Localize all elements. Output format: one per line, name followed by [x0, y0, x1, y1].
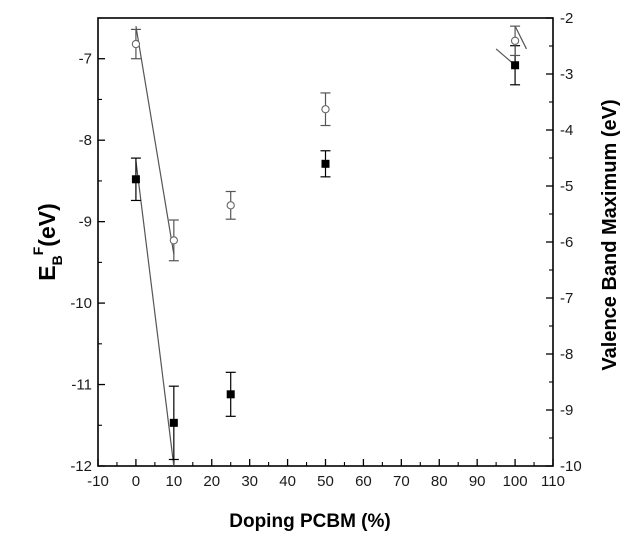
- x-tick-label: 30: [241, 473, 258, 490]
- y-left-tick-label: -12: [70, 458, 92, 475]
- trend-line: [514, 25, 527, 50]
- y-right-tick-label: -7: [560, 290, 573, 307]
- y-right-tick-label: -6: [560, 234, 573, 251]
- data-marks: [130, 25, 521, 461]
- x-tick-label: 80: [431, 473, 448, 490]
- data-point-square: [131, 175, 140, 184]
- data-point-circle: [321, 105, 330, 114]
- x-axis-ticks: -10 0 10 20 30 40 50 60 70 80 90 100 110: [87, 459, 565, 490]
- data-point-square: [226, 390, 235, 399]
- y-right-axis-ticks: -10 -9 -8 -7 -6 -5 -4 -3 -2: [546, 10, 582, 475]
- y-right-tick-label: -8: [560, 346, 573, 363]
- x-tick-label: 60: [355, 473, 372, 490]
- y-right-tick-label: -10: [560, 458, 582, 475]
- data-point-circle: [169, 236, 178, 245]
- x-tick-label: 110: [541, 473, 565, 490]
- plot-border: [97, 17, 554, 467]
- x-tick-label: 40: [279, 473, 296, 490]
- y-left-axis-ticks: -12 -11 -10 -9 -8 -7: [70, 17, 105, 475]
- y-right-tick-label: -2: [560, 10, 573, 27]
- trend-line: [135, 26, 175, 255]
- y-left-title-main: E: [34, 265, 60, 280]
- x-tick-label: 10: [165, 473, 182, 490]
- x-tick-label: 50: [317, 473, 334, 490]
- x-tick-label: 0: [132, 473, 140, 490]
- y-left-title-sub: B: [49, 255, 65, 265]
- y-right-tick-label: -3: [560, 66, 573, 83]
- x-tick-label: 90: [469, 473, 486, 490]
- data-point-square: [511, 61, 520, 70]
- y-left-tick-label: -8: [79, 132, 92, 149]
- data-point-circle: [131, 39, 141, 49]
- y-left-tick-label: -9: [79, 214, 92, 231]
- x-tick-label: 20: [203, 473, 220, 490]
- y-right-tick-label: -4: [560, 122, 573, 139]
- y-left-tick-label: -11: [71, 377, 92, 394]
- y-left-axis-title: EBF(eV): [30, 203, 65, 280]
- x-axis-title: Doping PCBM (%): [229, 511, 390, 532]
- y-right-axis-title: Valence Band Maximum (eV): [599, 99, 621, 370]
- x-tick-label: 70: [393, 473, 410, 490]
- trend-lines: [135, 25, 527, 467]
- data-point-square: [321, 159, 330, 168]
- trend-line: [135, 160, 175, 467]
- y-right-tick-label: -5: [560, 178, 573, 195]
- y-left-title-rest: (eV): [34, 203, 60, 246]
- x-tick-label: -10: [87, 473, 109, 490]
- y-left-tick-label: -10: [70, 295, 92, 312]
- data-point-square: [169, 418, 178, 427]
- y-left-title-sup: F: [30, 246, 46, 255]
- y-left-tick-label: -7: [79, 51, 92, 68]
- plot-frame: [97, 17, 554, 467]
- y-right-tick-label: -9: [560, 402, 573, 419]
- data-point-circle: [226, 201, 235, 210]
- data-point-circle: [510, 36, 520, 45]
- x-tick-label: 100: [503, 473, 528, 490]
